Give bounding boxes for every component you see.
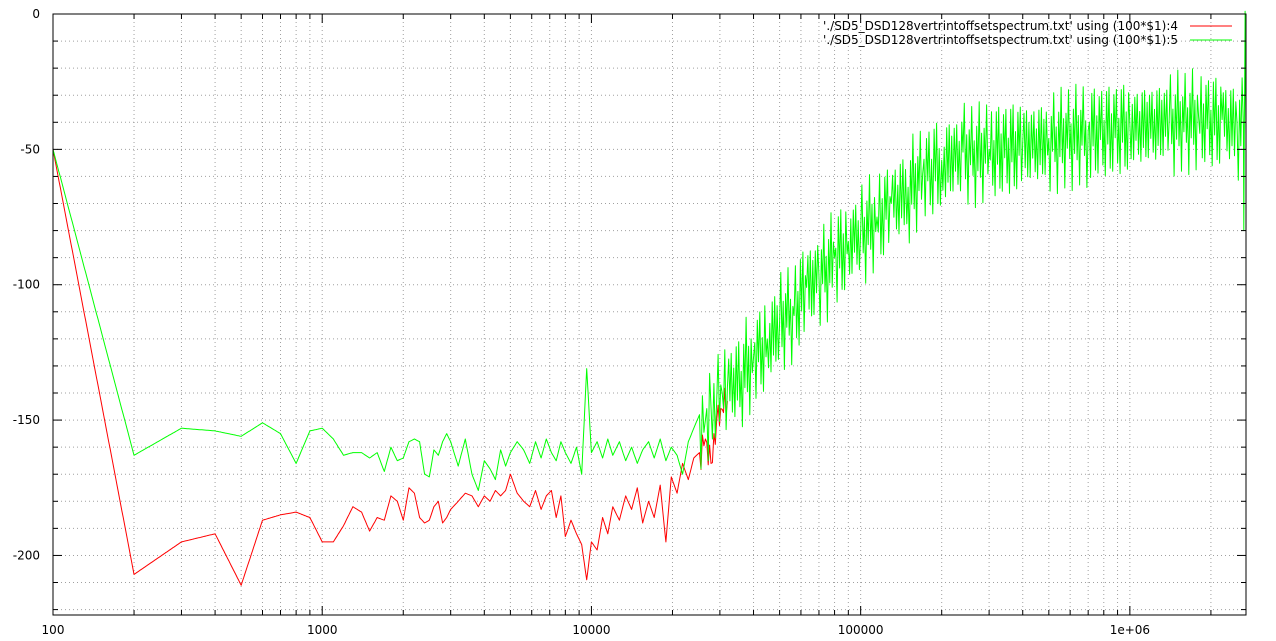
- plot-frame: [52, 13, 1247, 616]
- y-tick-label: -150: [13, 413, 40, 427]
- x-tick-label: 100000: [838, 623, 884, 637]
- legend: './SD5_DSD128vertrintoffsetspectrum.txt'…: [823, 19, 1232, 47]
- y-tick-label: -50: [20, 142, 40, 156]
- series-layer: [52, 10, 1247, 586]
- grid-layer: [53, 14, 1246, 615]
- legend-label: './SD5_DSD128vertrintoffsetspectrum.txt'…: [823, 33, 1178, 47]
- x-tick-label: 1e+06: [1110, 623, 1150, 637]
- series-line-1: [52, 149, 728, 586]
- legend-label: './SD5_DSD128vertrintoffsetspectrum.txt'…: [823, 19, 1178, 33]
- series-line-2: [52, 10, 1247, 491]
- y-tick-label: 0: [32, 7, 40, 21]
- axes-layer: 100 1000 10000 100000 1e+06 0 -50 -100 -150 -200: [13, 7, 1247, 637]
- x-tick-label: 1000: [307, 623, 338, 637]
- x-tick-label: 10000: [572, 623, 610, 637]
- x-tick-label: 100: [42, 623, 65, 637]
- y-tick-label: -100: [13, 278, 40, 292]
- y-tick-label: -200: [13, 548, 40, 562]
